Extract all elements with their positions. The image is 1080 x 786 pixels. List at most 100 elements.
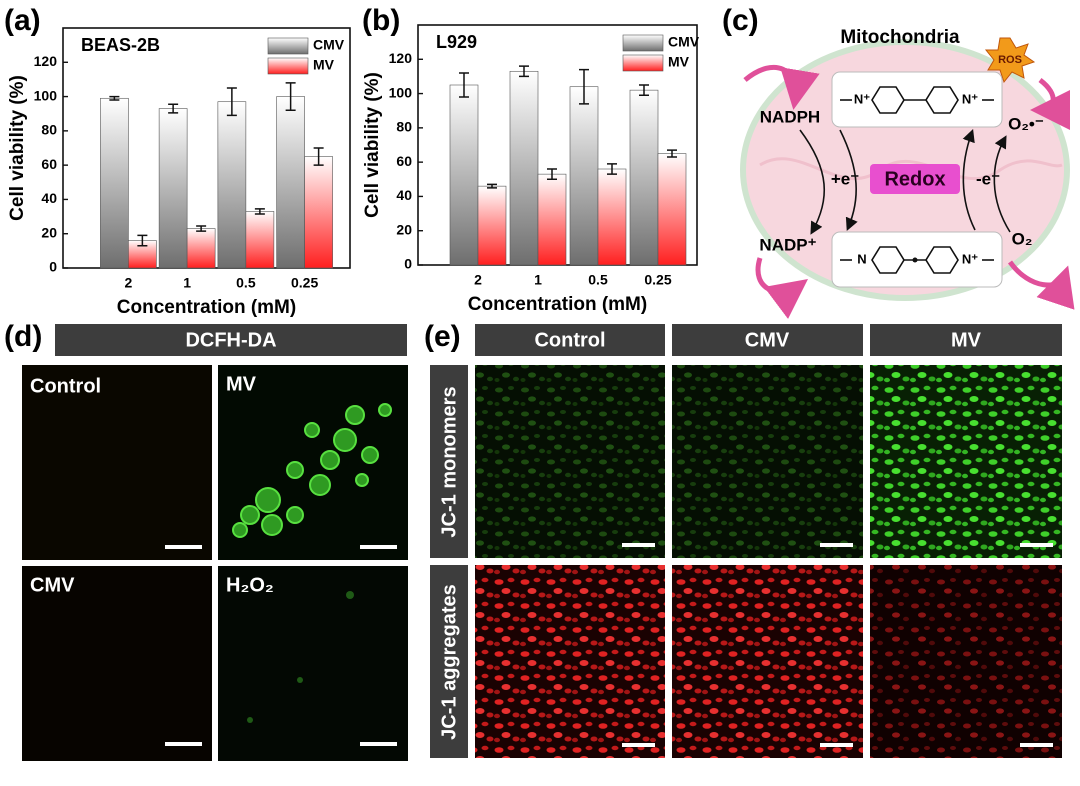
- error-bar: [579, 68, 589, 105]
- row-header: JC-1 monomers: [438, 386, 460, 537]
- bar: [509, 70, 539, 266]
- pink-arrows: [743, 65, 1075, 319]
- y-tick-label: 60: [41, 156, 57, 172]
- micrograph: [218, 566, 408, 761]
- image-label: CMV: [30, 574, 75, 596]
- nadp: NADP⁺: [759, 235, 816, 254]
- panel-label: (c): [722, 4, 759, 37]
- panel-label: (a): [4, 4, 41, 37]
- error-bar: [254, 208, 265, 215]
- y-tick-label: 80: [396, 119, 412, 135]
- chart-title: BEAS-2B: [81, 35, 160, 55]
- micrograph: [218, 365, 408, 560]
- legend-label: MV: [668, 54, 690, 70]
- micrograph: [672, 365, 863, 558]
- cell-cluster: [232, 403, 392, 538]
- header: DCFH-DA: [185, 329, 276, 351]
- header-bar: [475, 324, 665, 356]
- nitrogen: N⁺: [854, 91, 870, 106]
- superoxide: O₂•⁻: [1008, 114, 1044, 133]
- bar: [597, 168, 627, 266]
- oxygen: O₂: [1012, 229, 1033, 248]
- bar: [449, 84, 479, 266]
- bar: [100, 97, 129, 269]
- image-label: MV: [226, 373, 257, 395]
- bar: [629, 89, 659, 266]
- error-bar: [196, 225, 207, 232]
- micrograph: [475, 565, 665, 758]
- x-axis-label: Concentration (mM): [117, 297, 296, 318]
- y-axis-label: Cell viability (%): [7, 75, 28, 221]
- cristae: [759, 157, 1063, 181]
- y-tick-label: 20: [396, 221, 412, 237]
- bar: [537, 173, 567, 266]
- x-tick-label: 0.25: [644, 272, 671, 288]
- error-bar: [667, 149, 677, 158]
- x-tick-label: 0.5: [588, 272, 608, 288]
- error-bar: [285, 82, 296, 112]
- error-bar: [137, 234, 148, 247]
- lose-electron: -e⁻: [976, 169, 1000, 188]
- row-bar: [430, 565, 468, 758]
- legend-swatch: [622, 34, 664, 52]
- y-tick-label: 60: [396, 153, 412, 169]
- image-label: H₂O₂: [226, 574, 274, 596]
- nitrogen: N⁺: [962, 91, 978, 106]
- x-tick-label: 0.25: [291, 275, 318, 291]
- bar: [657, 153, 687, 266]
- error-bar: [487, 183, 497, 189]
- micrograph: [672, 565, 863, 758]
- redox-box: [870, 164, 960, 194]
- y-tick-label: 100: [34, 87, 58, 103]
- y-tick-label: 0: [49, 259, 57, 275]
- faint-cells: [247, 591, 354, 723]
- error-bar: [109, 95, 120, 101]
- ros-burst: [984, 37, 1036, 84]
- y-tick-label: 20: [41, 224, 57, 240]
- micrograph: [22, 365, 212, 560]
- nitrogen: N: [857, 251, 866, 266]
- error-bar: [313, 147, 324, 166]
- legend-swatch: [267, 37, 309, 55]
- x-tick-label: 0.5: [236, 275, 256, 291]
- bar: [158, 108, 188, 269]
- error-bar: [226, 87, 237, 117]
- legend-label: CMV: [313, 37, 345, 53]
- bar: [186, 228, 216, 269]
- x-axis-label: Concentration (mM): [468, 294, 647, 315]
- error-bar: [168, 103, 179, 114]
- y-tick-label: 100: [389, 84, 413, 100]
- ros-label: ROS: [998, 54, 1022, 66]
- bar: [569, 86, 599, 266]
- legend-swatch: [267, 57, 309, 75]
- bar: [217, 101, 247, 269]
- diagram-title: Mitochondria: [840, 27, 960, 48]
- y-tick-label: 120: [34, 53, 58, 69]
- column-header: CMV: [745, 329, 790, 351]
- nitrogen: N⁺: [962, 251, 978, 266]
- micrograph: [870, 565, 1062, 758]
- chart-title: L929: [436, 32, 477, 52]
- y-tick-label: 40: [41, 190, 57, 206]
- bar: [477, 185, 507, 266]
- legend-label: MV: [313, 57, 335, 73]
- error-bar: [639, 84, 649, 97]
- scale-bars: [165, 545, 397, 746]
- row-bar: [430, 365, 468, 558]
- micrograph: [475, 365, 665, 558]
- x-tick-label: 1: [534, 272, 542, 288]
- y-tick-label: 120: [389, 50, 413, 66]
- legend-swatch: [622, 54, 664, 72]
- panel-label: (e): [424, 320, 461, 353]
- redox: Redox: [884, 168, 945, 190]
- header-bar: [672, 324, 863, 356]
- error-bar: [607, 163, 617, 175]
- column-header: MV: [951, 329, 982, 351]
- header-bar: [55, 324, 407, 356]
- row-header: JC-1 aggregates: [438, 584, 460, 740]
- y-tick-label: 0: [404, 256, 412, 272]
- micrograph: [870, 365, 1062, 558]
- scale-bars: [622, 543, 1053, 747]
- bar: [276, 96, 305, 269]
